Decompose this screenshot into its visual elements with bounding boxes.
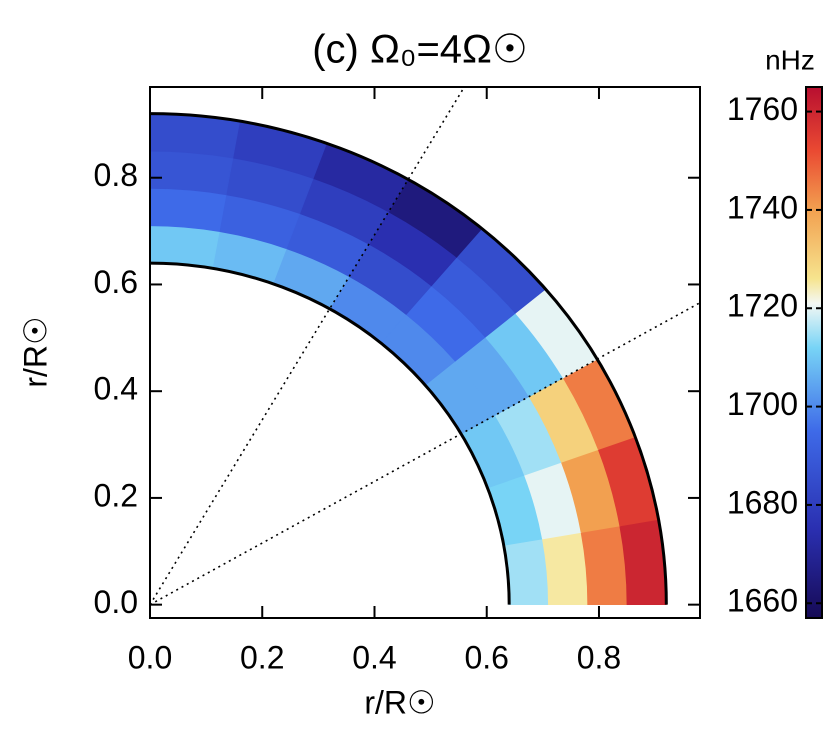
chart-title: (c) Ω₀=4Ω☉ <box>312 28 528 72</box>
x-tick-label: 0.2 <box>240 639 284 675</box>
field-cell <box>541 531 589 606</box>
x-tick-label: 0.0 <box>128 639 172 675</box>
colorbar-tick-label: 1700 <box>727 386 798 422</box>
x-tick-label: 0.4 <box>352 639 396 675</box>
x-tick-label: 0.8 <box>577 639 621 675</box>
field-cell <box>150 150 234 196</box>
plot-area <box>150 87 700 606</box>
colorbar <box>805 86 823 619</box>
colorbar-tick-label: 1740 <box>727 189 798 225</box>
colorbar-label: nHz <box>765 44 815 75</box>
y-tick-label: 0.0 <box>94 584 138 620</box>
y-tick-label: 0.2 <box>94 477 138 513</box>
x-axis-label: r/R☉ <box>364 684 435 720</box>
field-cell <box>150 187 227 232</box>
colorbar-tick-label: 1760 <box>727 91 798 127</box>
colorbar-tick-label: 1680 <box>727 484 798 520</box>
y-tick-label: 0.8 <box>94 157 138 193</box>
y-tick-label: 0.6 <box>94 264 138 300</box>
colorbar-tick-label: 1660 <box>727 583 798 619</box>
x-tick-label: 0.6 <box>464 639 508 675</box>
y-axis-label: r/R☉ <box>17 316 53 387</box>
boundary-arc <box>150 261 511 605</box>
y-tick-label: 0.4 <box>94 371 138 407</box>
plot-frame <box>149 86 701 619</box>
boundary-arc <box>150 112 668 605</box>
latitude-guide <box>150 87 466 606</box>
colorbar-tick-label: 1720 <box>727 288 798 324</box>
field-cell <box>580 525 628 606</box>
